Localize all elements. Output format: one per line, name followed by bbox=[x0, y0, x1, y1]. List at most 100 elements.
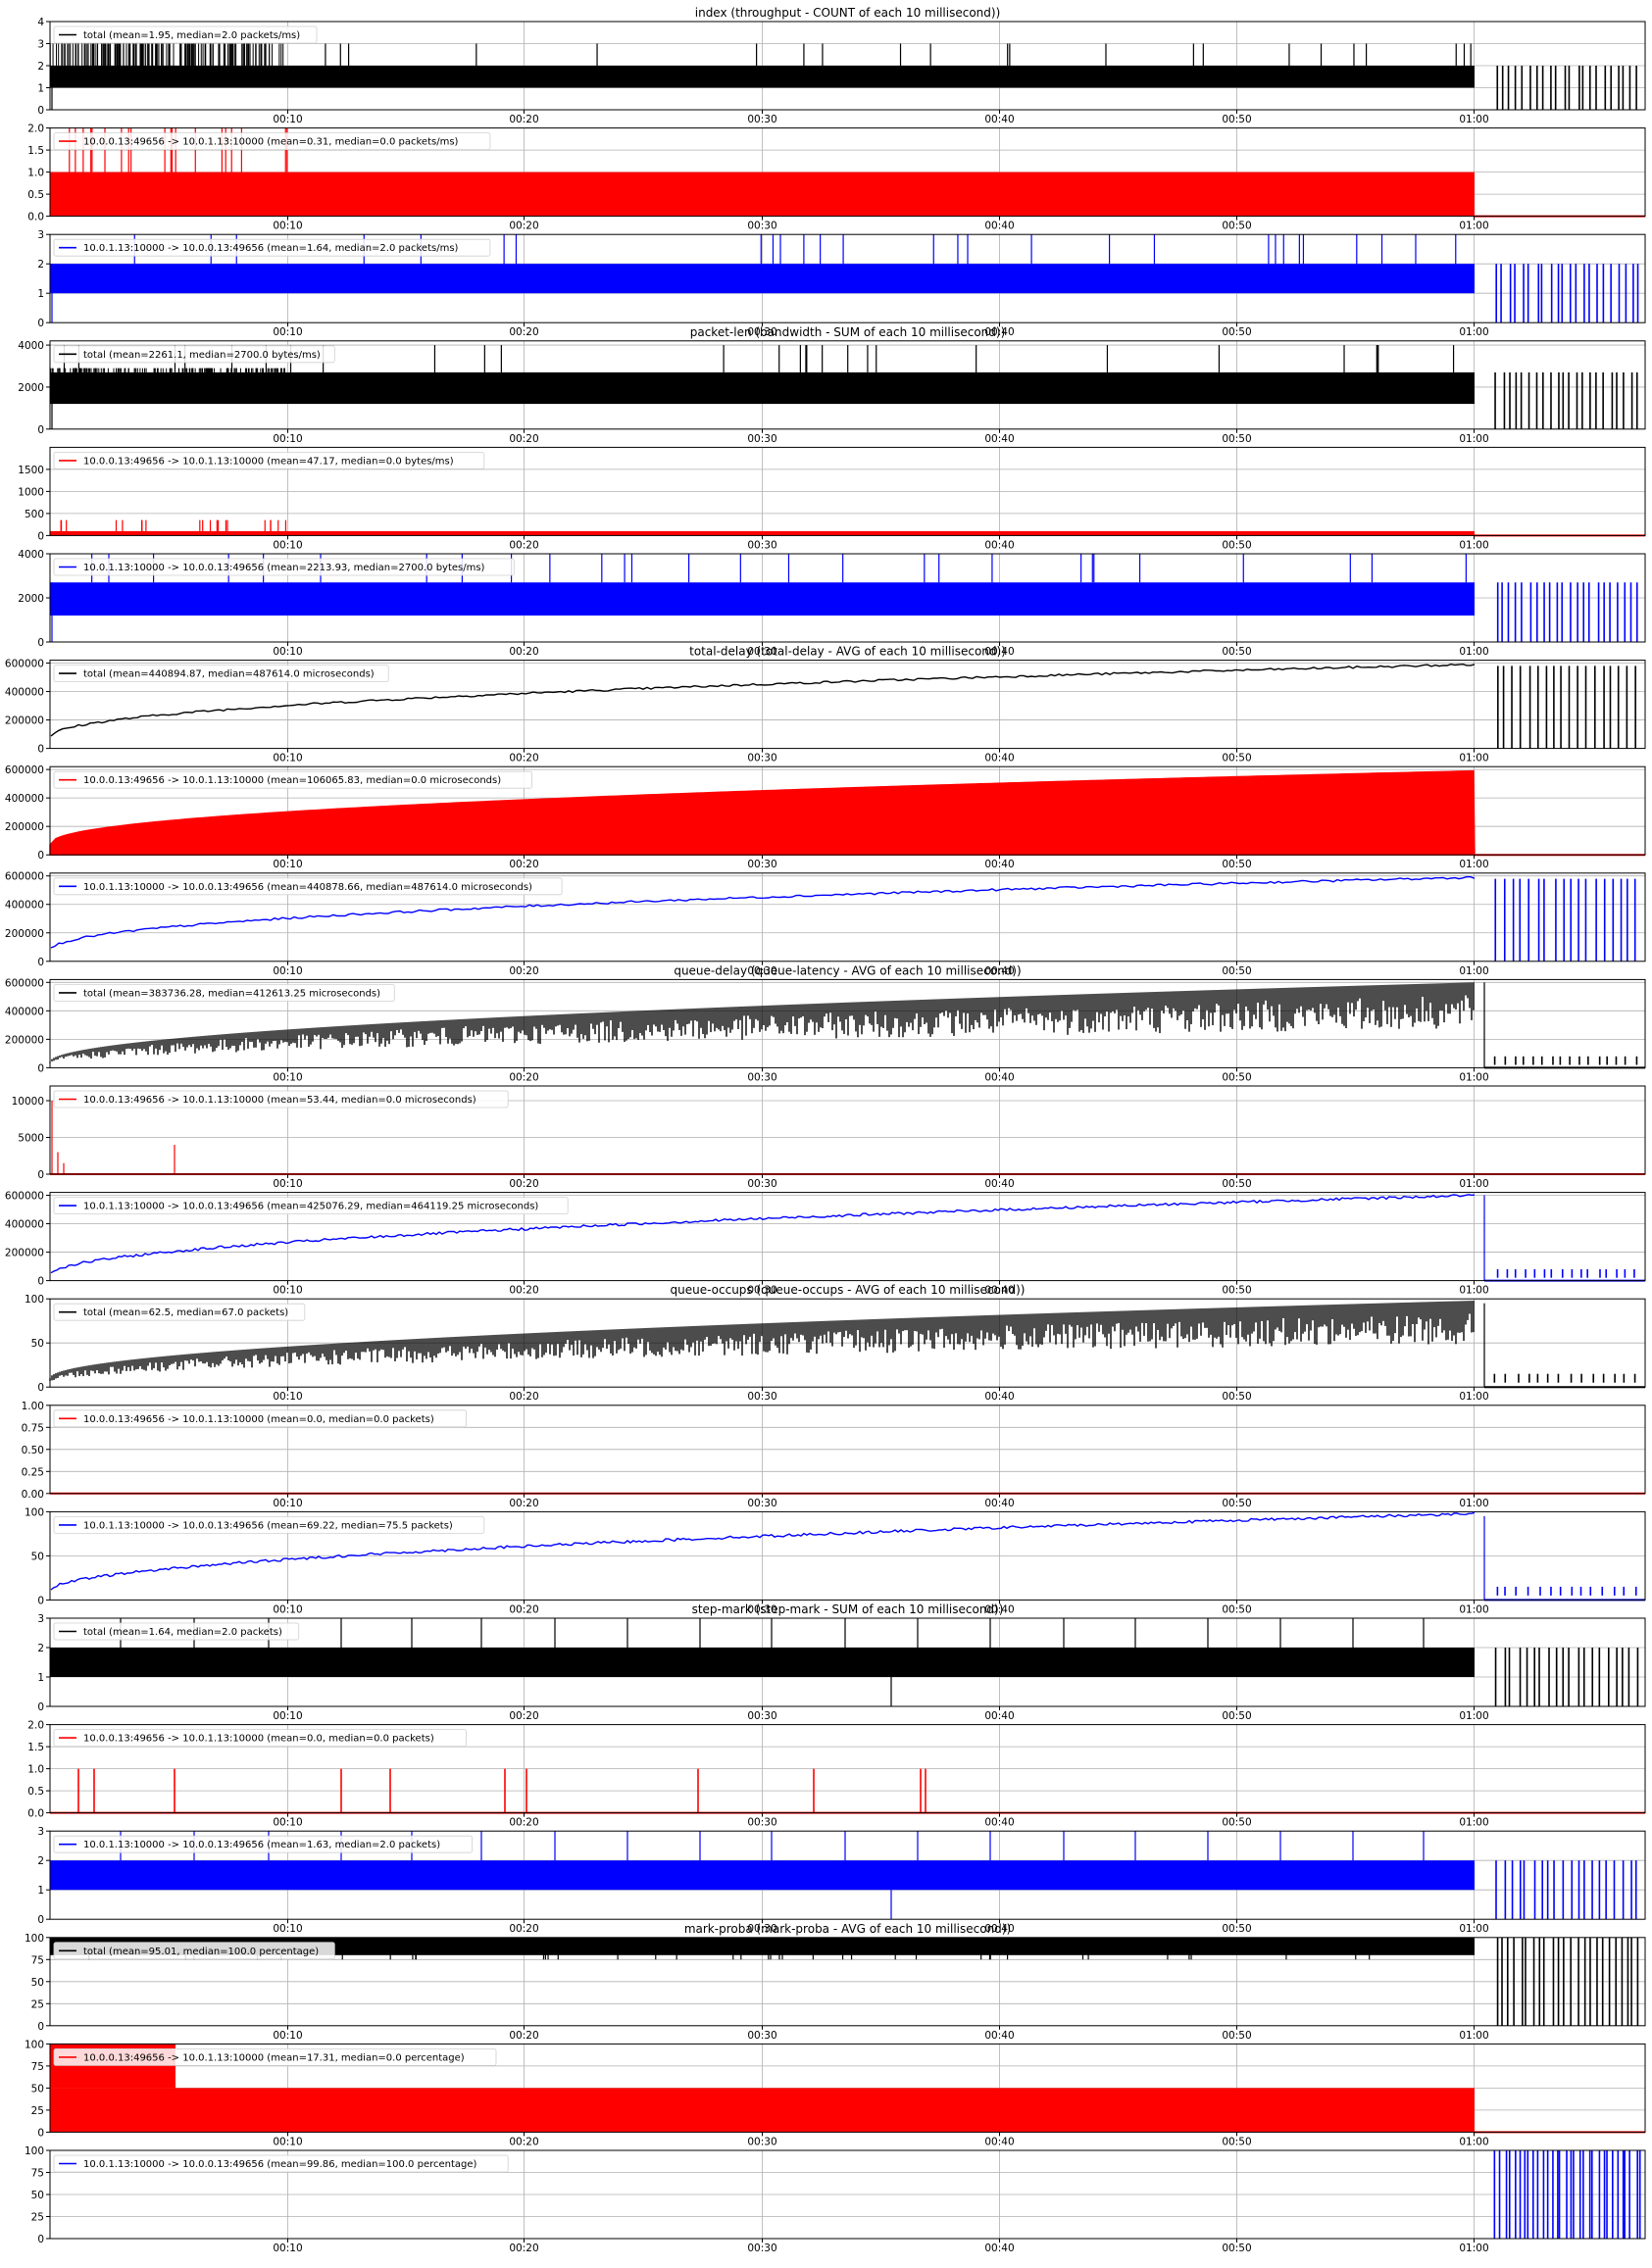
panel-2-1: 0 200000 400000 600000 00:10 00:20 00:30 00:40 0… bbox=[5, 764, 1646, 870]
y-tick-label: 200000 bbox=[5, 821, 44, 833]
uplink-band bbox=[50, 172, 1475, 217]
x-tick-label: 00:40 bbox=[984, 646, 1014, 658]
legend-label: 10.0.0.13:49656 -> 10.0.1.13:10000 (mean… bbox=[83, 1095, 476, 1106]
x-tick-label: 00:20 bbox=[509, 646, 538, 658]
x-tick-label: 00:50 bbox=[1222, 1391, 1251, 1403]
y-tick-label: 100 bbox=[25, 1933, 44, 1945]
x-tick-label: 00:50 bbox=[1222, 433, 1251, 445]
y-tick-label: 200000 bbox=[5, 928, 44, 940]
x-tick-label: 00:10 bbox=[273, 1071, 302, 1083]
y-tick-label: 0 bbox=[37, 105, 44, 117]
x-tick-label: 01:00 bbox=[1459, 1071, 1488, 1083]
x-tick-label: 00:30 bbox=[747, 433, 776, 445]
x-tick-label: 01:00 bbox=[1459, 965, 1488, 977]
x-tick-label: 00:30 bbox=[747, 2030, 776, 2042]
legend-label: 10.0.1.13:10000 -> 10.0.0.13:49656 (mean… bbox=[83, 1840, 440, 1850]
x-tick-label: 00:50 bbox=[1222, 1710, 1251, 1722]
y-tick-label: 5000 bbox=[18, 1133, 44, 1145]
x-tick-label: 00:40 bbox=[984, 114, 1014, 125]
y-tick-label: 400000 bbox=[5, 1006, 44, 1017]
x-tick-label: 00:50 bbox=[1222, 1498, 1251, 1509]
x-tick-label: 00:40 bbox=[984, 1285, 1014, 1297]
chart-title: index (throughput - COUNT of each 10 mil… bbox=[695, 6, 1001, 20]
x-tick-label: 00:30 bbox=[747, 221, 776, 232]
x-tick-label: 01:00 bbox=[1459, 114, 1488, 125]
y-tick-label: 50 bbox=[31, 1551, 44, 1562]
x-tick-label: 00:20 bbox=[509, 1391, 538, 1403]
x-tick-label: 00:40 bbox=[984, 433, 1014, 445]
panel-3-0: queue-delay (queue-latency - AVG of each… bbox=[5, 963, 1646, 1083]
axes-frame bbox=[49, 765, 1646, 856]
x-tick-label: 01:00 bbox=[1459, 753, 1488, 764]
x-tick-label: 00:20 bbox=[509, 539, 538, 551]
y-tick-label: 1.5 bbox=[27, 145, 44, 157]
panel-1-0: packet-len (bandwidth - SUM of each 10 m… bbox=[18, 325, 1646, 445]
y-tick-label: 600000 bbox=[5, 764, 44, 776]
y-tick-label: 3 bbox=[37, 1613, 44, 1625]
delay-line bbox=[50, 663, 1476, 737]
y-tick-label: 400000 bbox=[5, 1219, 44, 1231]
panel-5-2: 0 1 2 3 00:10 00:20 00:30 00:40 00:50 01:00 10.0.1… bbox=[37, 1826, 1646, 1935]
x-tick-label: 00:40 bbox=[984, 1710, 1014, 1722]
chart-title: queue-occups (queue-occups - AVG of each… bbox=[671, 1283, 1026, 1297]
x-tick-label: 01:00 bbox=[1459, 1285, 1488, 1297]
x-tick-label: 00:30 bbox=[747, 1178, 776, 1190]
legend-box bbox=[53, 1197, 569, 1214]
legend-box bbox=[53, 1835, 474, 1853]
uplink-band bbox=[50, 2088, 1475, 2133]
legend-label: 10.0.1.13:10000 -> 10.0.0.13:49656 (mean… bbox=[83, 1520, 453, 1531]
y-tick-label: 1 bbox=[37, 288, 44, 300]
y-tick-label: 4000 bbox=[18, 340, 44, 352]
y-tick-label: 0.0 bbox=[27, 1808, 44, 1820]
x-tick-label: 00:20 bbox=[509, 221, 538, 232]
x-tick-label: 00:10 bbox=[273, 221, 302, 232]
legend-box bbox=[53, 25, 318, 44]
x-tick-label: 00:50 bbox=[1222, 326, 1251, 338]
x-tick-label: 00:30 bbox=[747, 326, 776, 338]
x-tick-label: 00:10 bbox=[273, 1923, 302, 1935]
x-tick-label: 00:50 bbox=[1222, 2243, 1251, 2254]
axes-frame bbox=[49, 1617, 1646, 1707]
legend-label: 10.0.1.13:10000 -> 10.0.0.13:49656 (mean… bbox=[83, 563, 485, 573]
legend-box bbox=[53, 132, 491, 151]
y-tick-label: 50 bbox=[31, 1977, 44, 1989]
legend-box bbox=[53, 2047, 497, 2066]
x-tick-label: 00:30 bbox=[747, 965, 776, 977]
legend-label: 10.0.1.13:10000 -> 10.0.0.13:49656 (mean… bbox=[83, 882, 532, 893]
x-tick-label: 00:50 bbox=[1222, 1071, 1251, 1083]
y-tick-label: 0 bbox=[37, 850, 44, 862]
x-tick-label: 00:50 bbox=[1222, 859, 1251, 870]
panel-5-0: step-mark (step-mark - SUM of each 10 mi… bbox=[37, 1602, 1646, 1722]
y-tick-label: 2000 bbox=[18, 382, 44, 394]
legend-box bbox=[53, 984, 395, 1002]
y-tick-label: 50 bbox=[31, 2083, 44, 2095]
panel-6-2: 0 25 50 75 100 00:10 00:20 00:30 00:40 00:50 01:00… bbox=[25, 2145, 1646, 2254]
y-tick-label: 0 bbox=[37, 318, 44, 329]
legend-box bbox=[53, 2154, 509, 2173]
x-tick-label: 00:20 bbox=[509, 1817, 538, 1829]
panel-0-0: index (throughput - COUNT of each 10 mil… bbox=[37, 6, 1646, 125]
y-tick-label: 1.00 bbox=[22, 1401, 44, 1412]
x-tick-label: 00:10 bbox=[273, 2136, 302, 2147]
x-tick-label: 00:10 bbox=[273, 1710, 302, 1722]
panel-1-1: 0 500 1000 1500 00:10 00:20 00:30 00:40 00:50 01:… bbox=[18, 446, 1646, 551]
y-tick-label: 600000 bbox=[5, 977, 44, 989]
x-tick-label: 01:00 bbox=[1459, 326, 1488, 338]
legend-box bbox=[53, 1303, 306, 1321]
band bbox=[50, 264, 1475, 294]
axes-frame bbox=[49, 872, 1646, 962]
y-tick-label: 75 bbox=[31, 2061, 44, 2073]
legend-label: 10.0.0.13:49656 -> 10.0.1.13:10000 (mean… bbox=[83, 2052, 465, 2063]
x-tick-label: 00:50 bbox=[1222, 114, 1251, 125]
uplink-band bbox=[50, 530, 1475, 536]
y-tick-label: 0 bbox=[37, 2021, 44, 2033]
x-tick-label: 00:30 bbox=[747, 2136, 776, 2147]
y-tick-label: 2.0 bbox=[27, 123, 44, 135]
x-tick-label: 00:20 bbox=[509, 859, 538, 870]
y-tick-label: 100 bbox=[25, 1506, 44, 1518]
y-tick-label: 0 bbox=[37, 1914, 44, 1926]
panel-2-0: total-delay (total-delay - AVG of each 1… bbox=[5, 645, 1646, 764]
panel-6-0: mark-proba (mark-proba - AVG of each 10 … bbox=[25, 1922, 1646, 2042]
x-tick-label: 00:30 bbox=[747, 753, 776, 764]
